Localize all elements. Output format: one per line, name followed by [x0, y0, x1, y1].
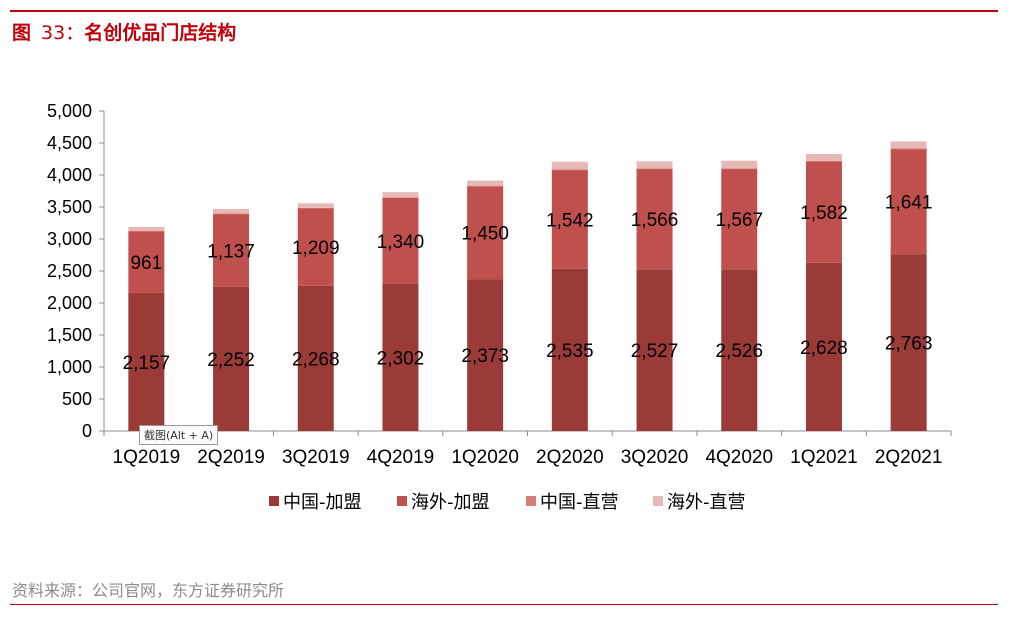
data-label: 1,209 — [292, 238, 340, 259]
legend-swatch — [653, 496, 663, 506]
y-tick-label: 2,500 — [47, 261, 92, 281]
legend-label: 海外-直营 — [667, 492, 746, 513]
legend-swatch — [269, 496, 279, 506]
y-tick-label: 4,000 — [47, 165, 92, 185]
y-tick-label: 2,000 — [47, 293, 92, 313]
legend-label: 海外-加盟 — [411, 492, 490, 513]
x-tick-label: 2Q2021 — [875, 447, 943, 468]
bar-segment-3 — [213, 213, 250, 215]
bar-segment-2 — [128, 231, 165, 293]
bar-segment-3 — [636, 168, 673, 170]
bar-segment-1 — [805, 262, 842, 431]
bar-segment-4 — [890, 141, 927, 149]
source-note: 资料来源：公司官网，东方证券研究所 — [12, 581, 285, 600]
data-label: 1,582 — [800, 203, 848, 224]
data-label: 1,542 — [546, 210, 594, 231]
bar-segment-4 — [213, 208, 250, 214]
data-label: 2,526 — [715, 341, 763, 362]
data-label: 2,252 — [207, 350, 255, 371]
bar-segment-4 — [721, 160, 758, 169]
x-tick-label: 4Q2019 — [367, 447, 435, 468]
figure-title-text: 名创优品门店结构 — [84, 22, 237, 44]
bar-segment-3 — [382, 197, 419, 198]
legend-swatch — [526, 496, 536, 506]
y-tick-label: 3,500 — [47, 197, 92, 217]
bar-segment-1 — [297, 285, 334, 431]
bar-segment-4 — [551, 161, 588, 170]
data-label: 1,641 — [885, 193, 933, 214]
bar-segment-4 — [382, 192, 419, 198]
bar-segment-2 — [297, 208, 334, 286]
data-label: 1,566 — [631, 210, 679, 231]
data-label: 2,302 — [377, 348, 425, 369]
bottom-rule — [10, 604, 998, 605]
bar-segment-4 — [636, 161, 673, 169]
bar-segment-1 — [721, 269, 758, 431]
data-label: 2,373 — [461, 346, 509, 367]
legend-label: 中国-加盟 — [283, 492, 362, 513]
bar-segment-2 — [467, 186, 504, 280]
bar-segment-2 — [382, 197, 419, 284]
figure-title: 图 33：名创优品门店结构 — [12, 18, 236, 45]
bar-segment-1 — [890, 254, 927, 431]
x-tick-label: 3Q2019 — [282, 447, 350, 468]
x-tick-label: 2Q2019 — [197, 447, 265, 468]
bar-segment-3 — [551, 169, 588, 171]
x-tick-label: 1Q2019 — [113, 447, 181, 468]
bar-segment-3 — [467, 185, 504, 187]
y-tick-label: 1,000 — [47, 357, 92, 377]
bar-segment-2 — [636, 169, 673, 270]
bar-segment-1 — [382, 283, 419, 431]
data-label: 2,535 — [546, 341, 594, 362]
y-tick-label: 500 — [62, 389, 92, 409]
x-tick-label: 4Q2020 — [705, 447, 773, 468]
figure-label: 图 — [12, 22, 32, 44]
data-label: 2,628 — [800, 338, 848, 359]
bar-segment-2 — [890, 149, 927, 255]
legend-label: 中国-直营 — [540, 492, 619, 513]
data-label: 2,527 — [631, 341, 679, 362]
bar-segment-1 — [128, 292, 165, 431]
bar-segment-4 — [297, 203, 334, 208]
data-label: 2,763 — [885, 334, 933, 355]
data-label: 1,137 — [207, 241, 255, 262]
y-tick-label: 1,500 — [47, 325, 92, 345]
screenshot-tooltip: 截图(Alt + A) — [139, 425, 219, 445]
data-label: 1,450 — [461, 224, 509, 245]
y-tick-label: 3,000 — [47, 229, 92, 249]
bar-segment-3 — [128, 230, 165, 232]
top-rule — [10, 10, 998, 12]
bar-segment-3 — [890, 148, 927, 150]
data-label: 2,157 — [123, 353, 171, 374]
x-tick-label: 1Q2021 — [790, 447, 858, 468]
bar-segment-4 — [128, 226, 165, 231]
x-tick-label: 2Q2020 — [536, 447, 604, 468]
y-tick-label: 4,500 — [47, 133, 92, 153]
bar-segment-1 — [213, 286, 250, 431]
bar-segment-2 — [805, 161, 842, 263]
bar-segment-1 — [551, 268, 588, 431]
y-tick-label: 5,000 — [47, 101, 92, 121]
bar-segment-4 — [467, 180, 504, 186]
data-label: 961 — [130, 253, 162, 274]
bar-segment-1 — [636, 269, 673, 431]
bar-segment-2 — [721, 169, 758, 270]
x-tick-label: 3Q2020 — [621, 447, 689, 468]
bar-segment-2 — [213, 214, 250, 287]
bar-segment-3 — [721, 168, 758, 170]
figure-number: 33： — [41, 22, 85, 44]
data-label: 2,268 — [292, 349, 340, 370]
data-label: 1,340 — [377, 232, 425, 253]
y-tick-label: 0 — [82, 421, 92, 441]
bar-segment-2 — [551, 170, 588, 269]
x-tick-label: 1Q2020 — [451, 447, 519, 468]
bar-segment-1 — [467, 279, 504, 431]
bar-segment-3 — [297, 207, 334, 209]
bar-segment-3 — [805, 160, 842, 162]
bar-segment-4 — [805, 153, 842, 161]
data-label: 1,567 — [715, 210, 763, 231]
legend-swatch — [397, 496, 407, 506]
